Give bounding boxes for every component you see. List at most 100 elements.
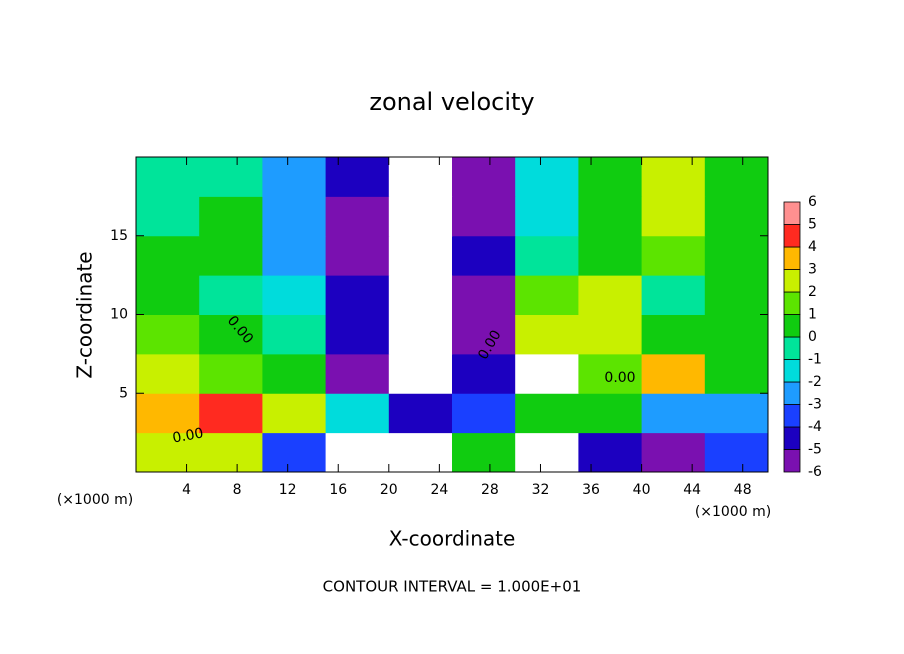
field-cell: [452, 393, 516, 434]
field-cell: [136, 275, 200, 315]
field-cell: [515, 157, 579, 197]
colorbar-label: -1: [808, 352, 822, 368]
x-axis-label: X-coordinate: [389, 527, 516, 551]
field-cell: [199, 314, 263, 355]
y-tick-label: 10: [110, 307, 128, 323]
field-cell: [641, 353, 706, 394]
colorbar-label: -2: [808, 374, 822, 390]
field-cell: [262, 235, 327, 276]
field-cell: [136, 314, 200, 355]
field-cell: [325, 275, 390, 315]
colorbar-label: 5: [808, 217, 817, 233]
field-cell: [199, 393, 263, 434]
field-cell: [515, 235, 579, 276]
contour-label: 0.00: [171, 425, 204, 446]
colorbar-band: [783, 426, 801, 450]
field-cell: [515, 196, 579, 237]
field-cell: [262, 157, 327, 197]
field-cell: [262, 275, 327, 315]
field-cell: [578, 196, 643, 237]
x-tick-label: 40: [633, 482, 651, 498]
y-axis-label: Z-coordinate: [73, 251, 97, 378]
field-cell: [704, 275, 769, 315]
field-cell: [704, 196, 769, 237]
field-cell: [199, 157, 263, 197]
field-cell: [262, 393, 327, 434]
x-unit-label: (×1000 m): [695, 504, 771, 520]
x-tick-label: 12: [279, 482, 297, 498]
field-cell: [199, 432, 263, 473]
field-cell: [515, 393, 579, 434]
x-tick-label: 24: [430, 482, 448, 498]
field-cell: [325, 196, 390, 237]
field-cell: [262, 432, 327, 473]
field-cell: [515, 353, 579, 394]
field-cell: [199, 353, 263, 394]
field-cell: [704, 314, 769, 355]
footnote: CONTOUR INTERVAL = 1.000E+01: [323, 578, 582, 596]
field-cell: [325, 157, 390, 197]
colorbar-band: [783, 314, 801, 338]
field-cell: [704, 432, 769, 473]
x-tick-label: 4: [182, 482, 191, 498]
field-cell: [388, 275, 453, 315]
field-cell: [641, 157, 706, 197]
colorbar-band: [783, 359, 801, 383]
colorbar-band: [783, 449, 801, 473]
x-tick-label: 8: [233, 482, 242, 498]
colorbar-label: -5: [808, 442, 822, 458]
field-cell: [388, 235, 453, 276]
colorbar-band: [783, 404, 801, 428]
field-cell: [325, 314, 390, 355]
field-cell: [641, 275, 706, 315]
field-cell: [704, 157, 769, 197]
field-cell: [136, 353, 200, 394]
colorbar-label: 3: [808, 262, 817, 278]
field-cell: [325, 353, 390, 394]
field-cell: [578, 432, 643, 473]
colorbar-label: 0: [808, 329, 817, 345]
colorbar-band: [783, 246, 801, 270]
colorbar-label: -6: [808, 464, 822, 480]
field-cell: [199, 275, 263, 315]
x-tick-label: 28: [481, 482, 499, 498]
x-tick-label: 20: [380, 482, 398, 498]
colorbar-label: 6: [808, 194, 817, 210]
contour-label: 0.00: [604, 370, 635, 386]
field-cell: [136, 196, 200, 237]
field-cell: [388, 314, 453, 355]
field-cell: [452, 275, 516, 315]
field-cell: [515, 314, 579, 355]
field-cell: [704, 393, 769, 434]
field-cell: [136, 235, 200, 276]
field-cell: [136, 393, 200, 434]
field-cell: [388, 196, 453, 237]
field-cell: [704, 353, 769, 394]
colorbar-band: [783, 224, 801, 248]
field-cell: [136, 157, 200, 197]
field-cell: [578, 275, 643, 315]
field-cell: [641, 314, 706, 355]
field-cell: [199, 196, 263, 237]
field-cell: [452, 235, 516, 276]
field-cell: [704, 235, 769, 276]
field-cell: [641, 432, 706, 473]
x-tick-label: 32: [532, 482, 550, 498]
field-cell: [325, 393, 390, 434]
field-cell: [578, 314, 643, 355]
field-cell: [641, 196, 706, 237]
colorbar-band: [783, 381, 801, 405]
field-cell: [452, 196, 516, 237]
field-cell: [578, 393, 643, 434]
x-tick-label: 48: [734, 482, 752, 498]
field-cell: [136, 432, 200, 473]
field-cell: [578, 157, 643, 197]
field-cell: [262, 314, 327, 355]
colorbar-label: -4: [808, 419, 822, 435]
y-unit-label: (×1000 m): [57, 492, 133, 508]
field-cell: [388, 393, 453, 434]
field-cell: [578, 235, 643, 276]
field-cell: [388, 353, 453, 394]
field-cell: [388, 432, 453, 473]
